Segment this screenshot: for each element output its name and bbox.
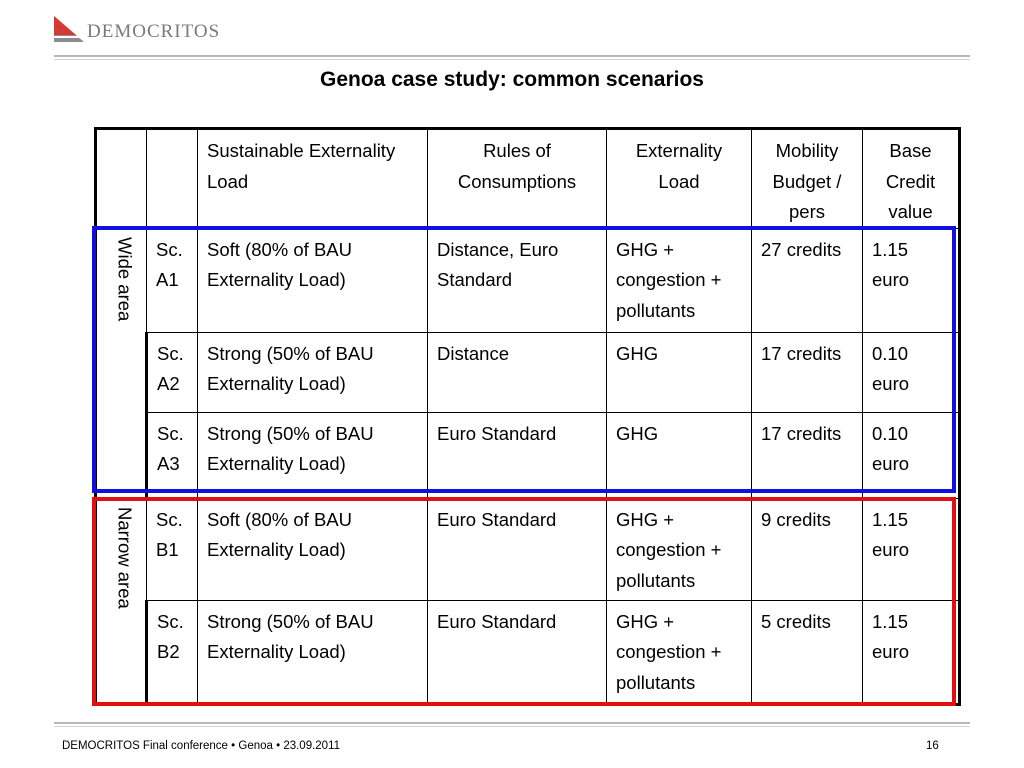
table-row: Sc. A3 Strong (50% of BAU Externality Lo… bbox=[96, 411, 961, 499]
table-row: Narrow area Sc. B1 Soft (80% of BAU Exte… bbox=[94, 497, 961, 705]
header-cell bbox=[94, 127, 147, 229]
table-cell: Sc. B1 bbox=[146, 497, 198, 601]
table-cell: 17 credits bbox=[751, 411, 863, 499]
table-cell: 9 credits bbox=[751, 497, 863, 601]
table-cell: Sc. A3 bbox=[145, 411, 198, 499]
header-sustainable-load: Sustainable Externality Load bbox=[197, 127, 428, 229]
table-cell: 0.10 euro bbox=[862, 411, 961, 499]
table-cell: Strong (50% of BAU Externality Load) bbox=[197, 599, 428, 706]
footer-rule bbox=[54, 722, 970, 724]
democritos-logo: DEMOCRITOS bbox=[54, 14, 274, 46]
table-cell: Soft (80% of BAU Externality Load) bbox=[197, 227, 428, 333]
scenarios-table: Sustainable Externality Load Rules of Co… bbox=[94, 127, 961, 706]
slide-title: Genoa case study: common scenarios bbox=[320, 68, 704, 91]
table-cell: 1.15 euro bbox=[862, 497, 961, 601]
table-cell: GHG bbox=[606, 411, 752, 499]
table-cell: Euro Standard bbox=[427, 497, 607, 601]
header-row: Sustainable Externality Load Rules of Co… bbox=[94, 127, 961, 229]
logo-text: DEMOCRITOS bbox=[87, 21, 221, 42]
table-cell: Strong (50% of BAU Externality Load) bbox=[197, 331, 428, 413]
header-externality-load: Externality Load bbox=[606, 127, 752, 229]
table-cell: Sc. A2 bbox=[145, 331, 198, 413]
table-cell: GHG bbox=[606, 331, 752, 413]
table-cell: GHG + congestion + pollutants bbox=[606, 227, 752, 333]
table-cell: Euro Standard bbox=[427, 411, 607, 499]
group-label: Wide area bbox=[114, 236, 136, 321]
header-mobility-budget: Mobility Budget / pers bbox=[751, 127, 863, 229]
table-cell: Soft (80% of BAU Externality Load) bbox=[197, 497, 428, 601]
table-cell: 1.15 euro bbox=[862, 227, 961, 333]
page-number: 16 bbox=[926, 740, 939, 752]
header-base-credit: Base Credit value bbox=[862, 127, 961, 229]
table-cell: Strong (50% of BAU Externality Load) bbox=[197, 411, 428, 499]
wide-area-highlight-box bbox=[92, 226, 956, 493]
footer-text: DEMOCRITOS Final conference • Genoa • 23… bbox=[62, 740, 341, 752]
table-row: Wide area Sc. A1 Soft (80% of BAU Extern… bbox=[94, 227, 961, 499]
table-cell: Sc. B2 bbox=[145, 599, 198, 706]
header-rule bbox=[54, 55, 970, 57]
footer-rule-thin bbox=[54, 726, 970, 727]
group-label: Narrow area bbox=[114, 506, 136, 609]
group-narrow-area: Narrow area bbox=[94, 497, 147, 705]
group-wide-area: Wide area bbox=[94, 227, 147, 499]
table-cell: GHG + congestion + pollutants bbox=[606, 599, 752, 706]
table-cell: 27 credits bbox=[751, 227, 863, 333]
narrow-area-highlight-box bbox=[92, 497, 956, 706]
logo-mark-icon bbox=[54, 16, 84, 42]
header-rules: Rules of Consumptions bbox=[427, 127, 607, 229]
table-cell: Distance, Euro Standard bbox=[427, 227, 607, 333]
header-cell bbox=[146, 127, 198, 229]
table-cell: Sc. A1 bbox=[146, 227, 198, 333]
table-row: Sc. B2 Strong (50% of BAU Externality Lo… bbox=[96, 599, 961, 706]
header-rule-thin bbox=[54, 59, 970, 60]
